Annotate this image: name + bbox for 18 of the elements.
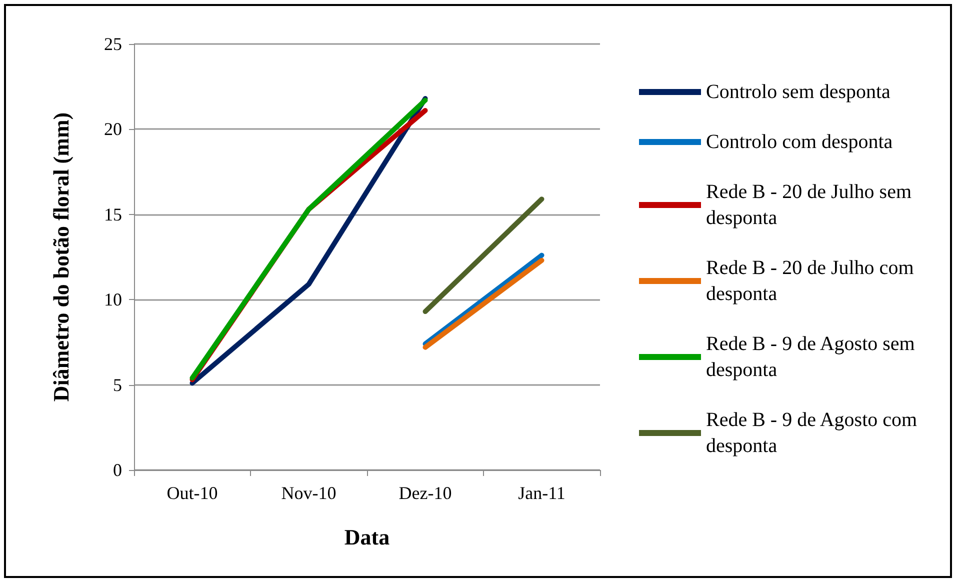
legend-label: Controlo com desponta [706, 131, 893, 153]
x-tick-label: Nov-10 [281, 483, 336, 503]
y-tick-label: 5 [113, 374, 122, 395]
x-axis-title: Data [344, 524, 390, 550]
y-tick-label: 25 [104, 34, 122, 54]
legend-label: Rede B - 9 de Agosto sem desponta [706, 333, 920, 381]
legend-label: Rede B - 9 de Agosto com desponta [706, 409, 922, 457]
legend-label: Rede B - 20 de Julho sem desponta [706, 181, 917, 229]
y-tick-label: 10 [104, 290, 122, 310]
y-tick-label: 0 [113, 460, 122, 480]
legend-label: Controlo sem desponta [706, 81, 891, 103]
y-tick-label: 15 [104, 204, 122, 224]
x-tick-label: Out-10 [166, 483, 218, 503]
x-tick-label: Jan-11 [518, 483, 566, 503]
legend-label: Rede B - 20 de Julho com desponta [706, 257, 919, 305]
y-axis-title: Diâmetro do botão floral (mm) [48, 112, 74, 402]
x-tick-label: Dez-10 [398, 483, 452, 503]
y-tick-label: 20 [104, 119, 122, 140]
